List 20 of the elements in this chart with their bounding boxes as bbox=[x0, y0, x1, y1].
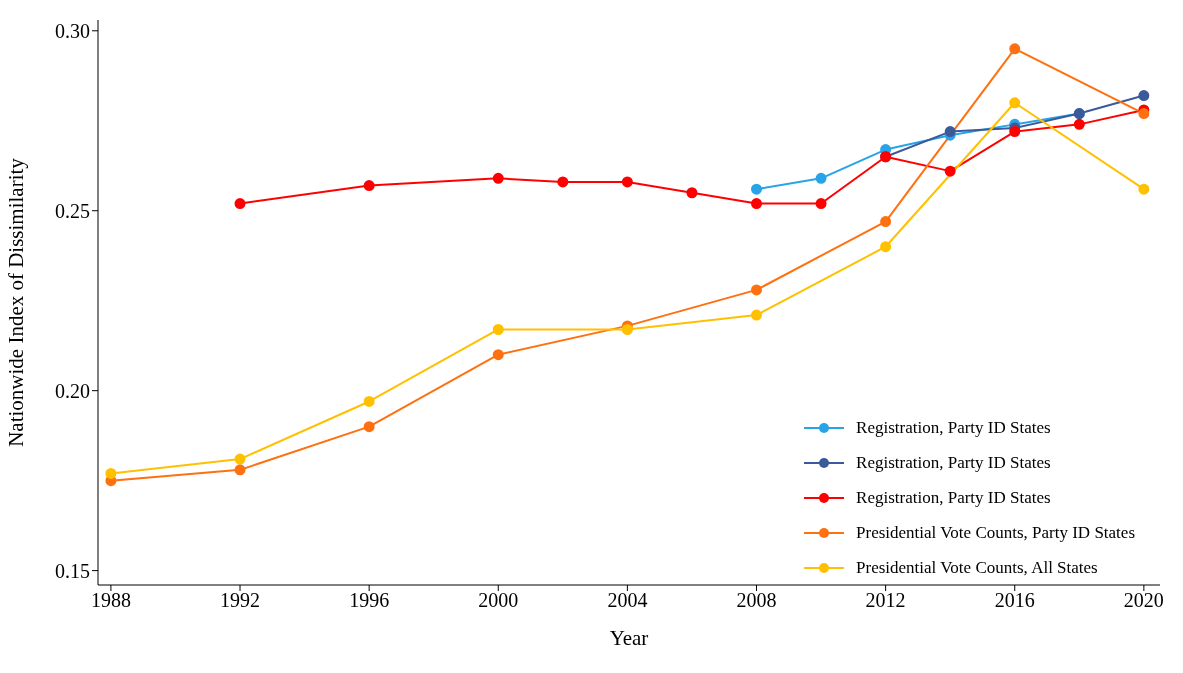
x-tick-label: 2000 bbox=[478, 589, 519, 612]
legend-label: Presidential Vote Counts, Party ID States bbox=[856, 522, 1135, 544]
y-tick-label: 0.30 bbox=[55, 19, 90, 42]
x-tick-label: 1988 bbox=[90, 589, 131, 612]
x-tick-label: 2016 bbox=[994, 589, 1035, 612]
x-tick-label: 2012 bbox=[865, 589, 906, 612]
x-axis-title: Year bbox=[609, 626, 649, 650]
x-tick-label: 1996 bbox=[349, 589, 390, 612]
x-tick-label: 1992 bbox=[220, 589, 261, 612]
x-tick-label: 2004 bbox=[607, 589, 648, 612]
y-tick-label: 0.15 bbox=[55, 559, 90, 582]
legend-label: Registration, Party ID States bbox=[856, 452, 1051, 474]
y-tick-label: 0.25 bbox=[55, 199, 90, 222]
y-tick-label: 0.20 bbox=[55, 379, 90, 402]
y-axis-title: Nationwide Index of Dissimilarity bbox=[4, 157, 29, 447]
x-tick-label: 2020 bbox=[1123, 589, 1164, 612]
legend-label: Registration, Party ID States bbox=[856, 487, 1051, 509]
x-tick-label: 2008 bbox=[736, 589, 777, 612]
legend-label: Registration, Party ID States bbox=[856, 417, 1051, 439]
legend-label: Presidential Vote Counts, All States bbox=[856, 557, 1098, 579]
